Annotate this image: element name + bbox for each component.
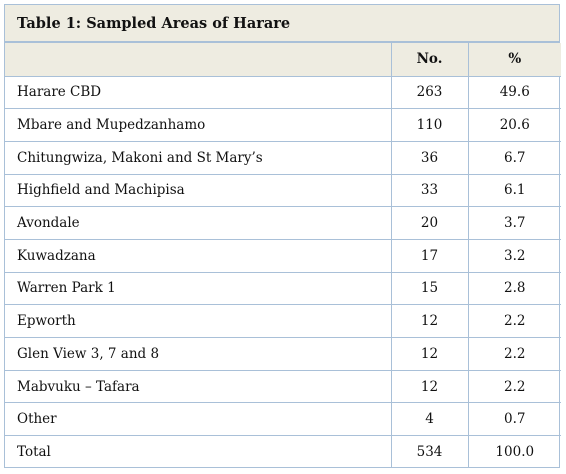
cell-pct: 3.2 — [467, 238, 561, 273]
cell-area: Total — [5, 435, 392, 469]
cell-pct: 2.8 — [467, 271, 561, 306]
cell-area: Other — [5, 402, 392, 437]
cell-no: 12 — [390, 369, 469, 404]
table-row: Total 534 100.0 — [5, 435, 561, 469]
table-row: Kuwadzana 17 3.2 — [5, 238, 561, 273]
cell-pct: 100.0 — [467, 435, 561, 469]
header-row: No. % — [5, 43, 561, 77]
table-row: Other 4 0.7 — [5, 402, 561, 437]
cell-area: Mbare and Mupedzanhamo — [5, 108, 392, 142]
cell-area: Highfield and Machipisa — [5, 173, 392, 208]
table-title: Table 1: Sampled Areas of Harare — [5, 5, 559, 43]
cell-area: Mabvuku – Tafara — [5, 369, 392, 404]
cell-area: Warren Park 1 — [5, 271, 392, 306]
cell-no: 263 — [390, 75, 469, 110]
table-row: Harare CBD 263 49.6 — [5, 75, 561, 110]
cell-no: 17 — [390, 238, 469, 273]
table-row: Mabvuku – Tafara 12 2.2 — [5, 369, 561, 404]
header-no: No. — [390, 43, 469, 77]
cell-no: 15 — [390, 271, 469, 306]
cell-area: Harare CBD — [5, 75, 392, 110]
cell-no: 36 — [390, 140, 469, 175]
cell-area: Chitungwiza, Makoni and St Mary’s — [5, 140, 392, 175]
cell-area: Avondale — [5, 206, 392, 240]
header-area — [5, 43, 392, 77]
table-row: Glen View 3, 7 and 8 12 2.2 — [5, 337, 561, 371]
cell-no: 534 — [390, 435, 469, 469]
data-table: No. % Harare CBD 263 49.6 Mbare and Mupedza… — [5, 43, 561, 469]
table-row: Mbare and Mupedzanhamo 110 20.6 — [5, 108, 561, 142]
cell-no: 110 — [390, 108, 469, 142]
sampled-areas-table: Table 1: Sampled Areas of Harare No. % H… — [4, 4, 561, 469]
cell-no: 4 — [390, 402, 469, 437]
cell-no: 12 — [390, 304, 469, 338]
cell-pct: 2.2 — [467, 337, 561, 371]
cell-pct: 49.6 — [467, 75, 561, 110]
cell-pct: 2.2 — [467, 304, 561, 338]
table-row: Warren Park 1 15 2.8 — [5, 271, 561, 306]
cell-pct: 6.7 — [467, 140, 561, 175]
cell-area: Kuwadzana — [5, 238, 392, 273]
cell-pct: 3.7 — [467, 206, 561, 240]
table-row: Chitungwiza, Makoni and St Mary’s 36 6.7 — [5, 140, 561, 175]
cell-pct: 6.1 — [467, 173, 561, 208]
table-row: Epworth 12 2.2 — [5, 304, 561, 338]
table-row: Avondale 20 3.7 — [5, 206, 561, 240]
cell-pct: 20.6 — [467, 108, 561, 142]
cell-no: 20 — [390, 206, 469, 240]
cell-pct: 0.7 — [467, 402, 561, 437]
cell-area: Epworth — [5, 304, 392, 338]
cell-area: Glen View 3, 7 and 8 — [5, 337, 392, 371]
cell-no: 12 — [390, 337, 469, 371]
table-row: Highfield and Machipisa 33 6.1 — [5, 173, 561, 208]
cell-pct: 2.2 — [467, 369, 561, 404]
cell-no: 33 — [390, 173, 469, 208]
header-pct: % — [467, 43, 561, 77]
